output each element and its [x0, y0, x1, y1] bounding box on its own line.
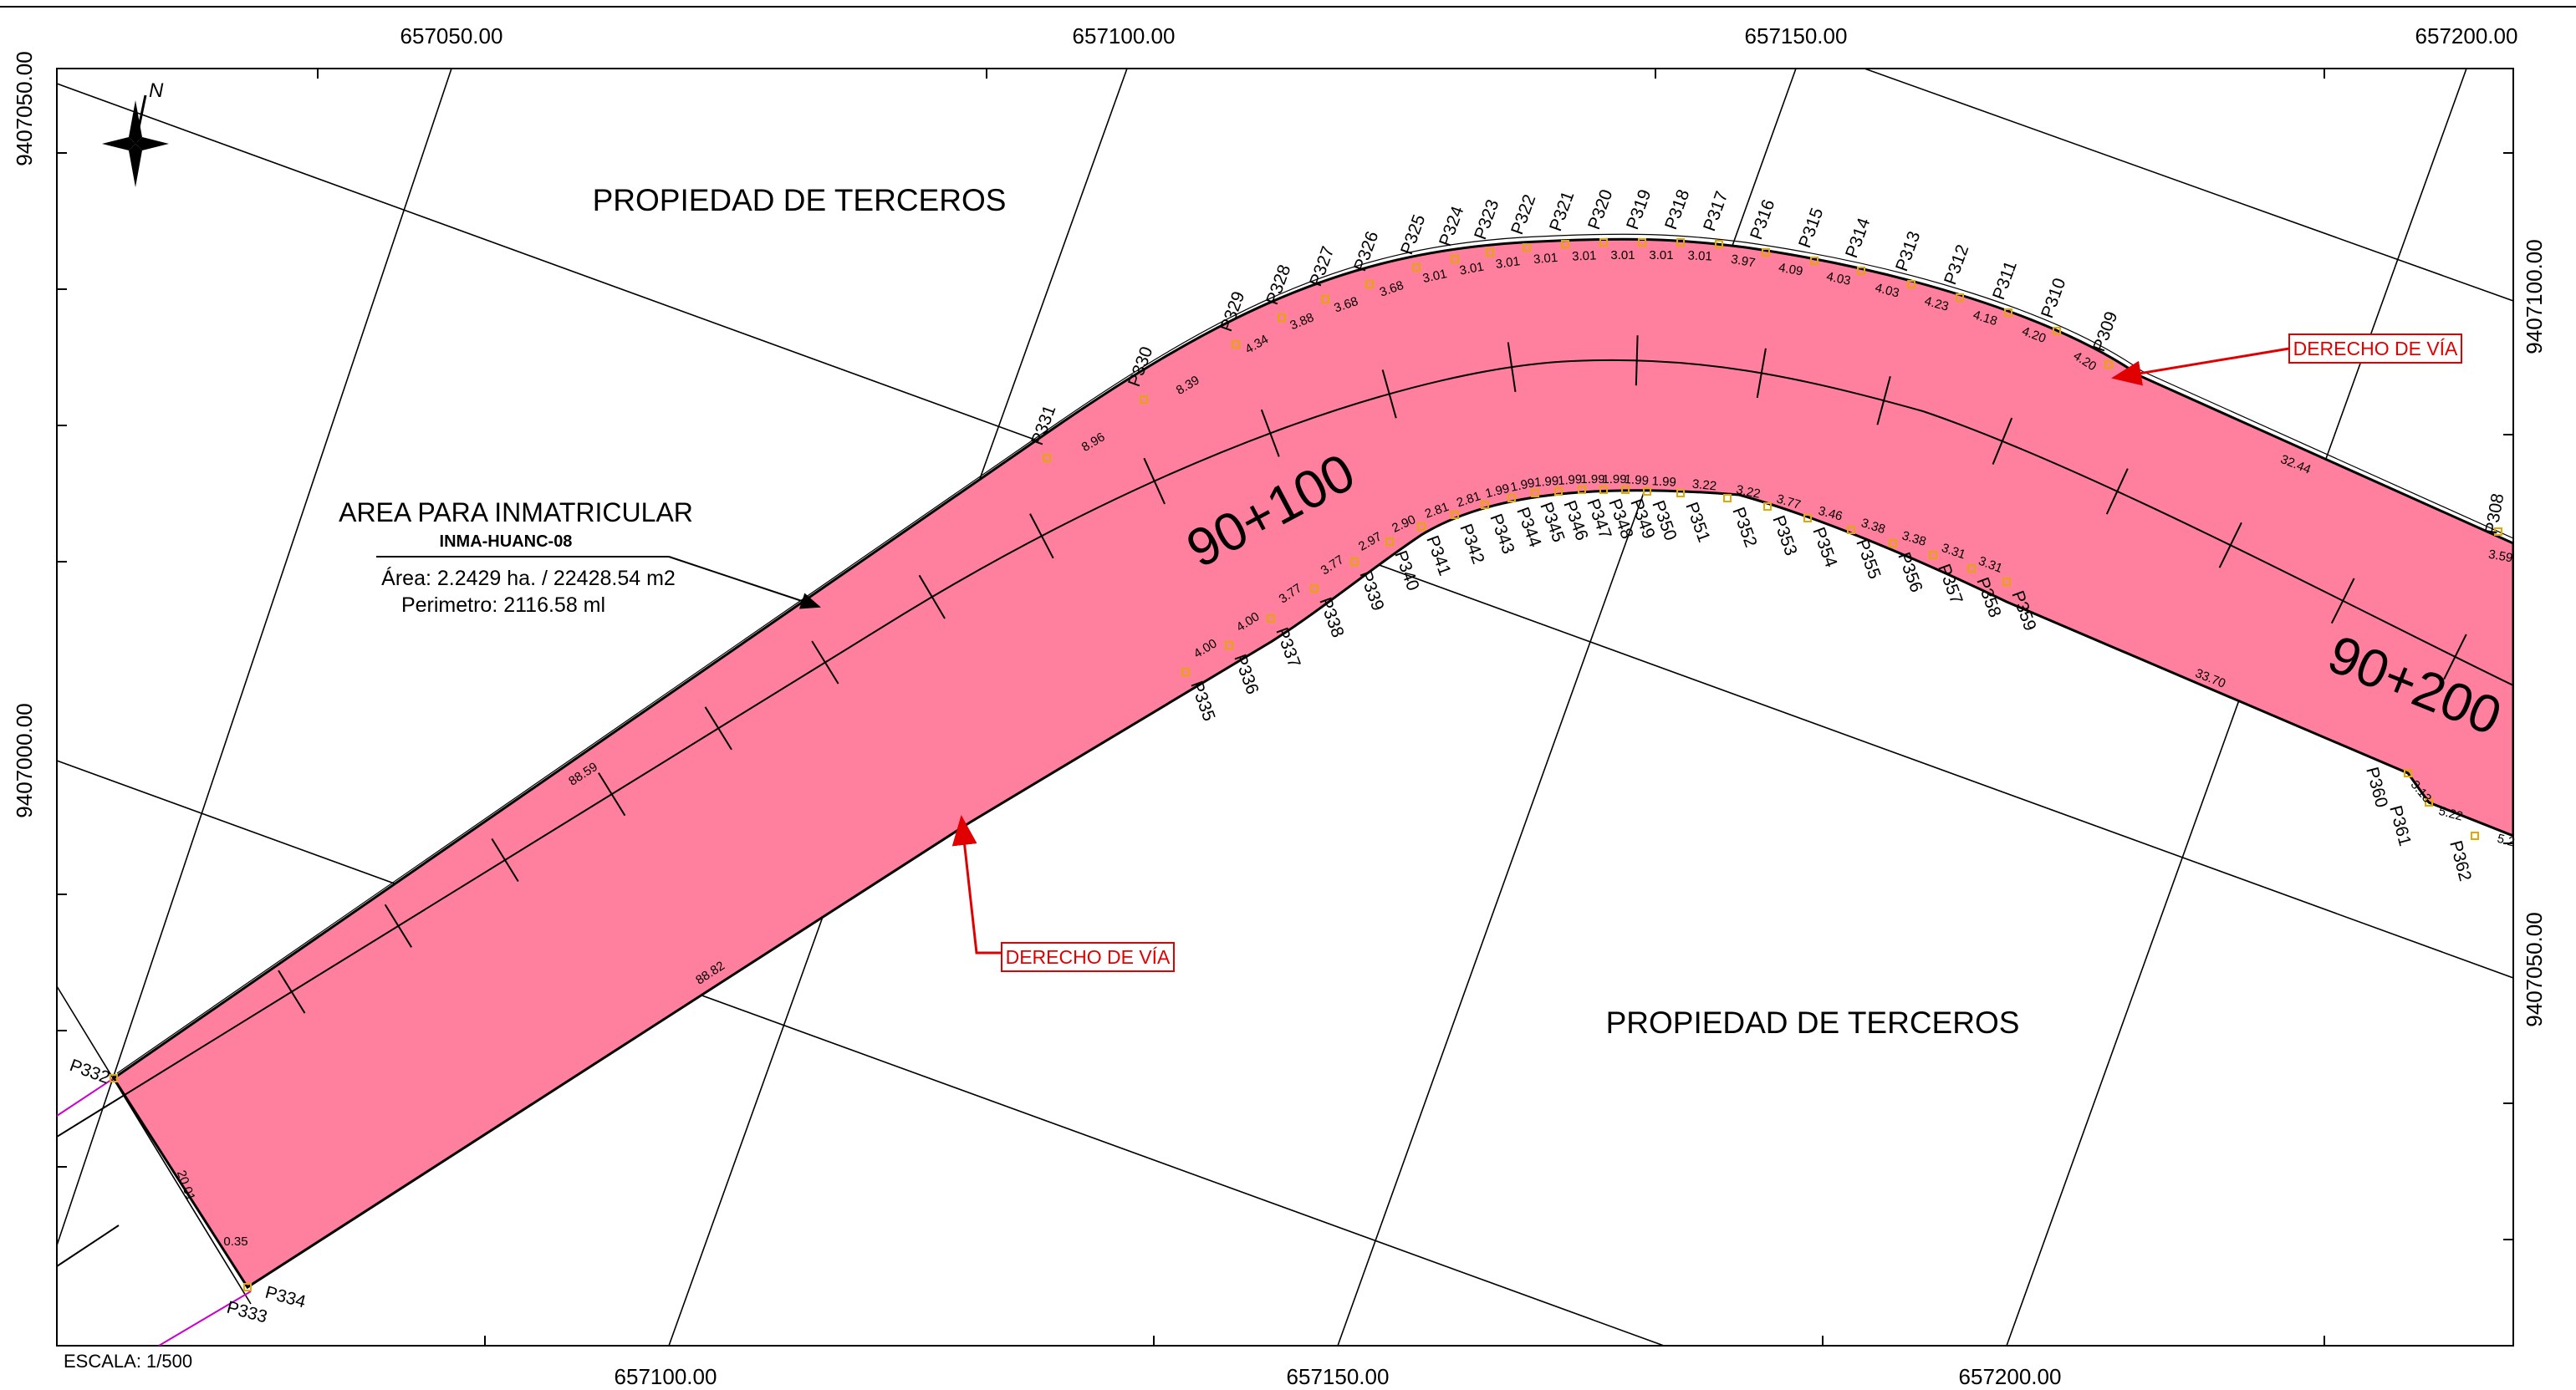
- right-of-way-inner-edge: [116, 233, 2513, 1074]
- distance-label-bottom: 1.99: [1651, 474, 1676, 489]
- right-of-way-strip: [111, 237, 2513, 1290]
- area-title: AREA PARA INMATRICULAR: [339, 497, 693, 527]
- property-label-top: PROPIEDAD DE TERCEROS: [593, 183, 1007, 217]
- point-label-top: P325: [1397, 212, 1429, 257]
- point-label-bottom: P354: [1808, 525, 1840, 570]
- top-easting-4: 657200.00: [2415, 23, 2518, 48]
- right-of-way-label-2: DERECHO DE VÍA: [1006, 946, 1171, 968]
- distance-label-bottom: 3.22: [1691, 477, 1717, 494]
- bottom-easting-2: 657150.00: [1287, 1364, 1390, 1389]
- point-label-top: P320: [1584, 187, 1616, 232]
- point-label-corner: P334: [263, 1283, 309, 1312]
- road-centerline: [57, 359, 2513, 1138]
- point-label-top: P317: [1700, 189, 1732, 234]
- distance-label-bottom: 1.99: [1534, 474, 1559, 490]
- adjacent-boundaries: [57, 1077, 252, 1346]
- top-easting-3: 657150.00: [1745, 23, 1848, 48]
- point-label-top: P310: [2038, 276, 2069, 321]
- distance-label-top: 3.01: [1687, 248, 1712, 263]
- left-northing-1: 9407050.00: [12, 51, 37, 165]
- point-label-bottom: P351: [1681, 500, 1713, 545]
- distance-label-top: 3.01: [1495, 254, 1521, 272]
- distance-label-top: 3.01: [1421, 267, 1448, 286]
- point-label-bottom: P337: [1272, 625, 1303, 670]
- distance-label-top: 3.01: [1610, 248, 1635, 262]
- distance-label-edge: 5.2: [2496, 832, 2517, 850]
- north-arrow-icon: N: [102, 79, 169, 187]
- distance-label-edge: 0.35: [223, 1235, 247, 1249]
- point-label-right: P308: [2482, 492, 2507, 536]
- coordinate-labels: 657050.00 657100.00 657150.00 657200.00 …: [12, 23, 2547, 1389]
- point-label-top: P309: [2089, 309, 2121, 354]
- distance-label-bottom: 3.22: [1735, 482, 1762, 502]
- point-label-top: P314: [1842, 215, 1874, 260]
- point-label-corner: P333: [225, 1298, 269, 1327]
- point-label-bottom: P338: [1315, 595, 1347, 640]
- point-label-bottom: P341: [1422, 533, 1454, 578]
- right-northing-2: 9407050.00: [2522, 912, 2547, 1026]
- point-label-top: P322: [1507, 192, 1539, 237]
- right-of-way-callout-2: DERECHO DE VÍA: [951, 815, 1175, 972]
- point-label-top: P315: [1795, 206, 1827, 251]
- point-label-top: P323: [1471, 197, 1502, 242]
- top-easting-2: 657100.00: [1073, 23, 1176, 48]
- area-value: Área: 2.2429 ha. / 22428.54 m2: [381, 566, 676, 590]
- boundary-markers: [110, 238, 2502, 1291]
- distance-label-edge: 3.59: [2487, 547, 2514, 566]
- point-label-top: P316: [1747, 197, 1778, 242]
- point-label-corner: P332: [67, 1056, 112, 1087]
- point-label-top: P312: [1941, 242, 1972, 288]
- point-label-bottom: P352: [1728, 505, 1760, 550]
- distance-label-bottom: 1.99: [1624, 472, 1649, 488]
- bottom-easting-1: 657100.00: [615, 1364, 717, 1389]
- scale-label: ESCALA: 1/500: [64, 1351, 192, 1372]
- point-label-top: P318: [1661, 187, 1693, 232]
- distance-label-top: 3.01: [1458, 259, 1485, 277]
- distance-label-bottom: 1.99: [1602, 472, 1626, 486]
- distance-label-top: 3.01: [1572, 248, 1597, 263]
- distance-label-top: 4.03: [1825, 269, 1852, 288]
- road-edge-left: [57, 1225, 120, 1267]
- centerline-ticks: [278, 335, 2467, 1014]
- area-code: INMA-HUANC-08: [440, 532, 573, 551]
- point-label-bottom: P335: [1186, 679, 1218, 724]
- point-label-right: P361: [2385, 803, 2415, 848]
- point-label-top: P313: [1892, 229, 1924, 274]
- right-northing-1: 9407100.00: [2522, 239, 2547, 354]
- property-label-bottom: PROPIEDAD DE TERCEROS: [1606, 1006, 2020, 1040]
- area-perimeter: Perimetro: 2116.58 ml: [401, 593, 605, 617]
- distance-label-top: 4.09: [1778, 261, 1804, 279]
- distance-label-bottom: 1.99: [1580, 472, 1604, 486]
- point-label-top: P321: [1546, 189, 1578, 234]
- distance-label-bottom: 1.99: [1509, 476, 1536, 495]
- distance-label-bottom: 1.99: [1558, 472, 1583, 488]
- distance-label-bottom: 1.99: [1484, 481, 1511, 502]
- point-label-right: P362: [2446, 838, 2475, 883]
- point-label-top: P311: [1989, 258, 2021, 303]
- right-of-way-callout-1: DERECHO DE VÍA: [2111, 333, 2462, 386]
- point-label-bottom: P336: [1230, 652, 1262, 697]
- distance-label-top: 3.01: [1533, 251, 1558, 267]
- distance-label-edge: 5.22: [2437, 804, 2465, 824]
- point-label-bottom: P339: [1355, 568, 1387, 614]
- distance-label-top: 3.01: [1649, 248, 1673, 262]
- distance-label-top: 4.03: [1874, 281, 1901, 301]
- left-northing-2: 9407000.00: [12, 703, 37, 817]
- point-label-right: P360: [2362, 765, 2391, 809]
- north-symbol: N: [149, 79, 164, 102]
- distance-label-top: 3.97: [1730, 252, 1757, 271]
- point-label-top: P319: [1623, 187, 1655, 232]
- point-label-bottom: P343: [1486, 512, 1518, 557]
- bottom-easting-3: 657200.00: [1959, 1364, 2062, 1389]
- point-label-top: P324: [1436, 203, 1467, 248]
- point-label-bottom: P342: [1456, 522, 1487, 567]
- area-info-block: AREA PARA INMATRICULAR INMA-HUANC-08 Áre…: [339, 497, 821, 617]
- top-easting-1: 657050.00: [400, 23, 503, 48]
- point-label-bottom: P353: [1768, 513, 1800, 558]
- right-of-way-label-1: DERECHO DE VÍA: [2293, 338, 2458, 359]
